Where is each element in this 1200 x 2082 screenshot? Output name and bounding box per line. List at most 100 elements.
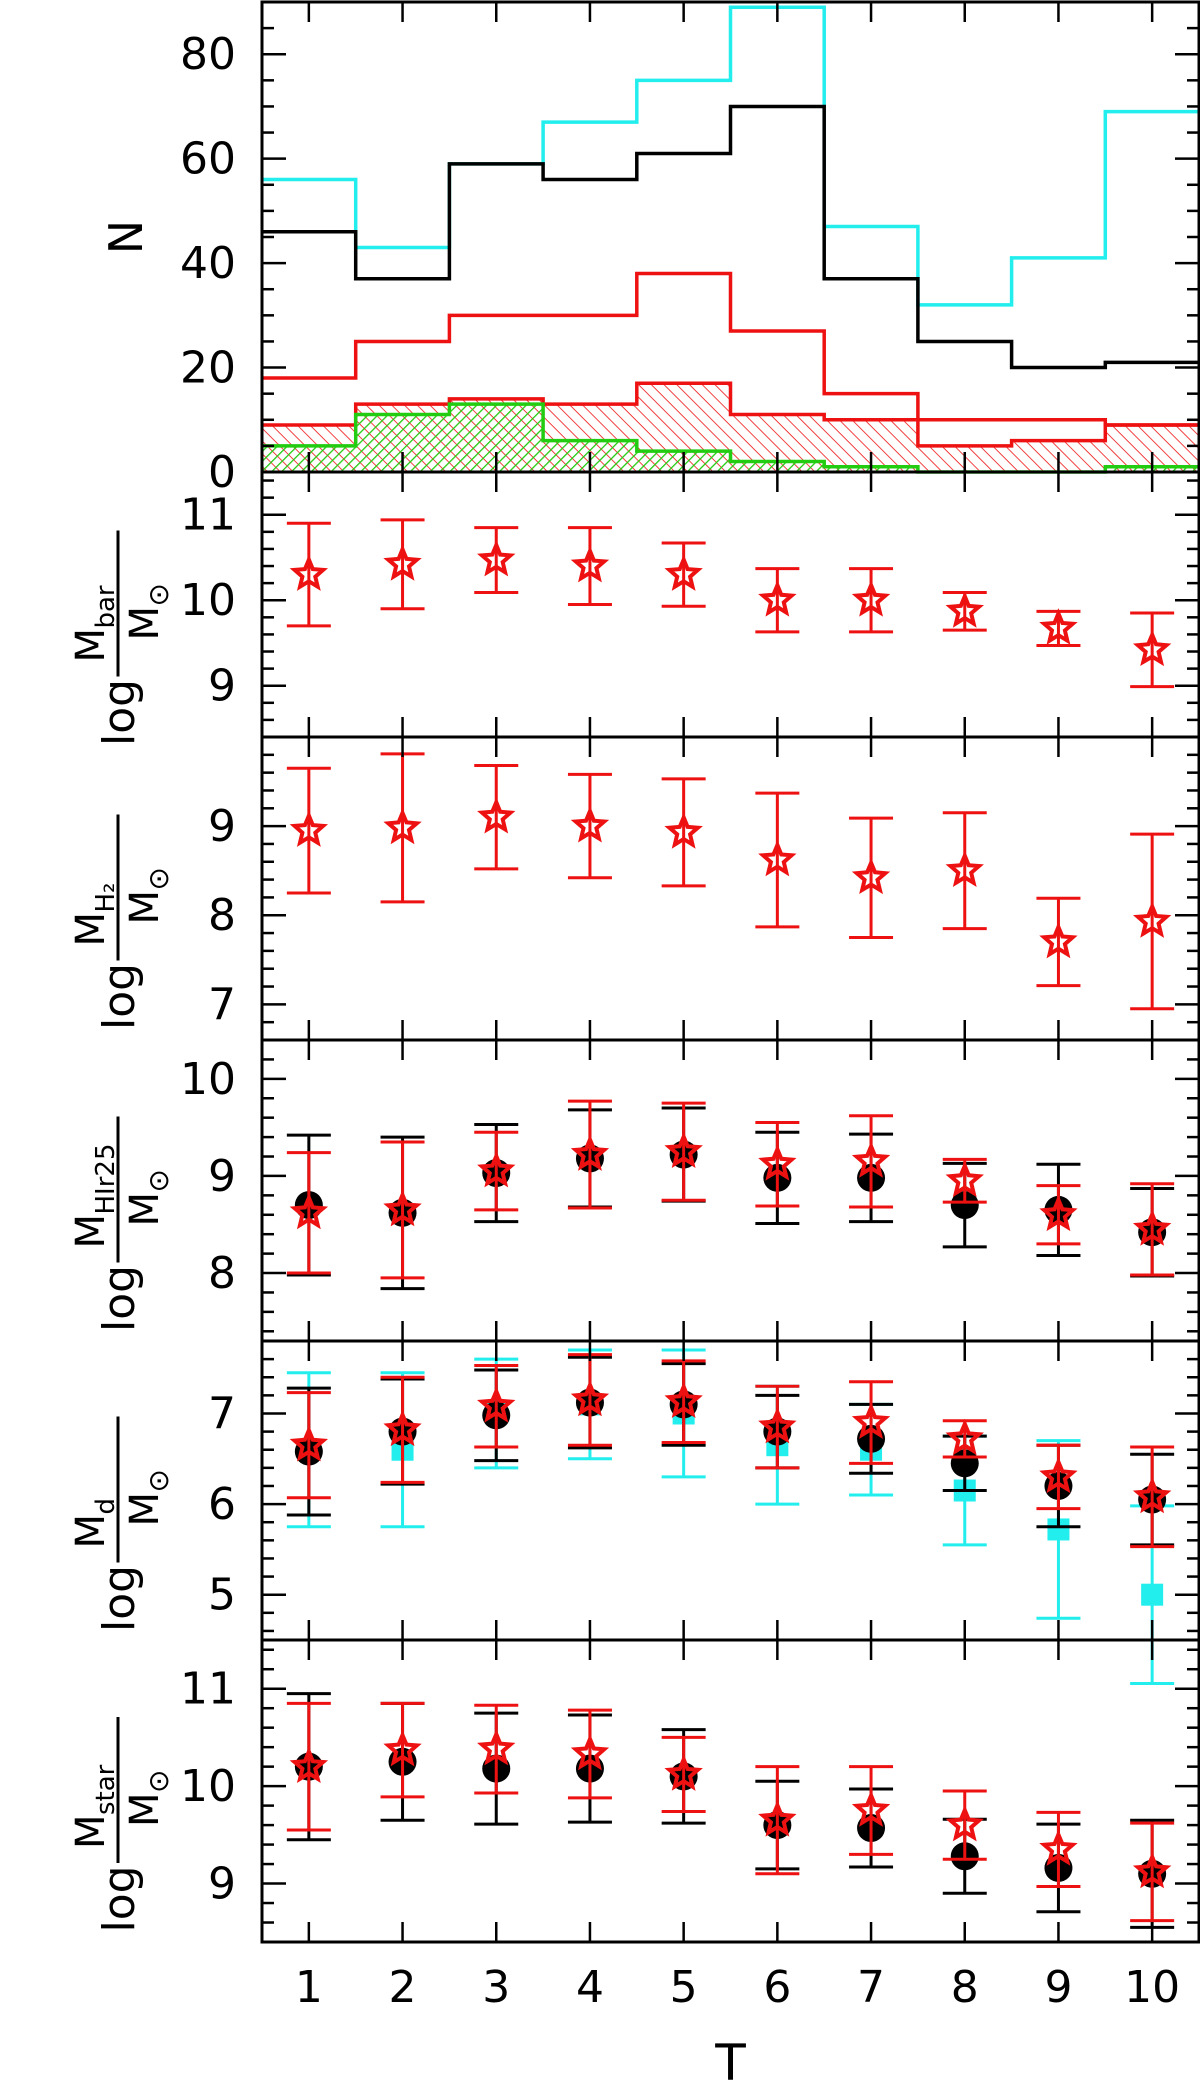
- data-point-star: [570, 545, 610, 583]
- data-point-star: [477, 1150, 516, 1188]
- y-label-numerator: M: [68, 1814, 114, 1849]
- data-point-star: [758, 839, 797, 877]
- y-tick-label-histogram: 60: [180, 134, 236, 185]
- series-red-mh2: [286, 752, 1175, 1011]
- series-black-mstar: [286, 1692, 1175, 1929]
- y-tick-label-mhi: 10: [180, 1054, 236, 1105]
- y-label-denominator-sub: ⊙: [142, 583, 175, 606]
- y-tick-label-mbar: 11: [180, 490, 236, 541]
- y-tick-label-mh2: 7: [208, 979, 236, 1030]
- chart-layers: [262, 5, 1199, 1929]
- x-tick-label: 4: [576, 1962, 604, 2013]
- data-point-star: [851, 857, 891, 895]
- y-tick-label-histogram: 0: [208, 447, 236, 498]
- y-label-denominator: M: [122, 1192, 168, 1227]
- y-label-log: log: [94, 963, 145, 1030]
- data-point-star: [570, 1379, 610, 1417]
- panel-frame-mstar: [260, 1638, 1200, 1944]
- data-point-star: [664, 812, 703, 849]
- series-cyan-md: [286, 1348, 1175, 1685]
- x-tick-label: 7: [857, 1962, 885, 2013]
- data-point-star: [1039, 608, 1078, 645]
- y-tick-label-md: 5: [208, 1570, 236, 1621]
- y-tick-label-histogram: 40: [180, 238, 236, 289]
- series-red-mstar: [286, 1701, 1175, 1923]
- data-point-star: [1039, 1194, 1078, 1232]
- data-point-star: [1132, 901, 1172, 938]
- y-tick-label-md: 6: [208, 1479, 236, 1530]
- histogram-step-red-2: [262, 271, 1199, 427]
- data-point-star: [477, 539, 516, 577]
- data-point-star: [477, 1728, 516, 1766]
- y-label-numerator: M: [68, 1214, 114, 1249]
- data-point-star: [477, 1385, 516, 1423]
- data-point-star: [1132, 1476, 1172, 1514]
- y-tick-label-mbar: 9: [208, 661, 236, 712]
- y-label-numerator-sub: HIr25: [91, 1144, 121, 1215]
- data-point-star: [570, 1733, 610, 1771]
- panel-mh2: [286, 752, 1175, 1011]
- data-point-star: [1132, 629, 1172, 667]
- data-point-star: [945, 850, 984, 888]
- data-point-star: [383, 544, 422, 581]
- data-point-star: [851, 1141, 891, 1178]
- x-axis-label: T: [714, 2034, 746, 2082]
- y-tick-label-mhi: 9: [208, 1151, 236, 1202]
- data-point-star: [758, 1144, 797, 1181]
- data-point-star: [570, 1134, 610, 1171]
- histogram-step-cyan-0: [262, 5, 1199, 307]
- data-point-star: [758, 579, 797, 617]
- y-tick-label-mstar: 10: [180, 1761, 236, 1812]
- y-label-numerator-sub: d: [91, 1498, 121, 1515]
- series-red-mhi: [286, 1099, 1175, 1280]
- y-tick-label-mbar: 10: [180, 575, 236, 626]
- histogram-step-black-1: [262, 104, 1199, 370]
- y-label-denominator-sub: ⊙: [142, 867, 175, 890]
- data-point-star: [570, 805, 610, 843]
- data-point-star: [945, 1804, 984, 1842]
- data-point-star: [1132, 1851, 1172, 1889]
- y-tick-label-mhi: 8: [208, 1248, 236, 1299]
- data-point-star: [1039, 921, 1078, 959]
- data-point-star: [945, 1418, 984, 1456]
- y-label-denominator-sub: ⊙: [142, 1770, 175, 1793]
- data-point-square: [1047, 1518, 1070, 1541]
- y-label-denominator: M: [122, 1492, 168, 1527]
- data-point-star: [851, 1402, 891, 1439]
- data-point-star: [289, 1424, 329, 1462]
- data-point-star: [664, 1754, 703, 1791]
- data-point-star: [758, 1406, 797, 1444]
- y-tick-label-mstar: 11: [180, 1664, 236, 1715]
- data-point-star: [383, 807, 422, 845]
- data-point-star: [851, 579, 891, 617]
- data-point-star: [289, 810, 329, 847]
- data-point-star: [664, 1381, 703, 1418]
- data-point-star: [383, 1729, 422, 1767]
- y-label-denominator-sub: ⊙: [142, 1169, 175, 1192]
- panel-mstar: [286, 1692, 1175, 1929]
- y-label-numerator-sub: star: [91, 1764, 121, 1815]
- data-point-star: [289, 554, 329, 591]
- x-tick-label: 1: [295, 1962, 323, 2013]
- y-tick-label-mstar: 9: [208, 1859, 236, 1910]
- data-point-star: [758, 1799, 797, 1837]
- data-point-star: [664, 1131, 703, 1169]
- data-point-star: [477, 796, 516, 834]
- y-tick-label-mh2: 9: [208, 801, 236, 852]
- y-label-log: log: [94, 679, 145, 746]
- data-point-star: [945, 1160, 984, 1198]
- y-label-numerator: M: [68, 1514, 114, 1549]
- series-black-md: [286, 1355, 1175, 1547]
- panel-frames: [260, 0, 1200, 1944]
- x-tick-label: 10: [1124, 1962, 1180, 2013]
- series-red-mbar: [286, 518, 1175, 689]
- x-tick-label: 9: [1044, 1962, 1072, 2013]
- data-point-star: [289, 1192, 329, 1230]
- y-label-denominator: M: [122, 606, 168, 641]
- y-label-numerator: M: [68, 912, 114, 947]
